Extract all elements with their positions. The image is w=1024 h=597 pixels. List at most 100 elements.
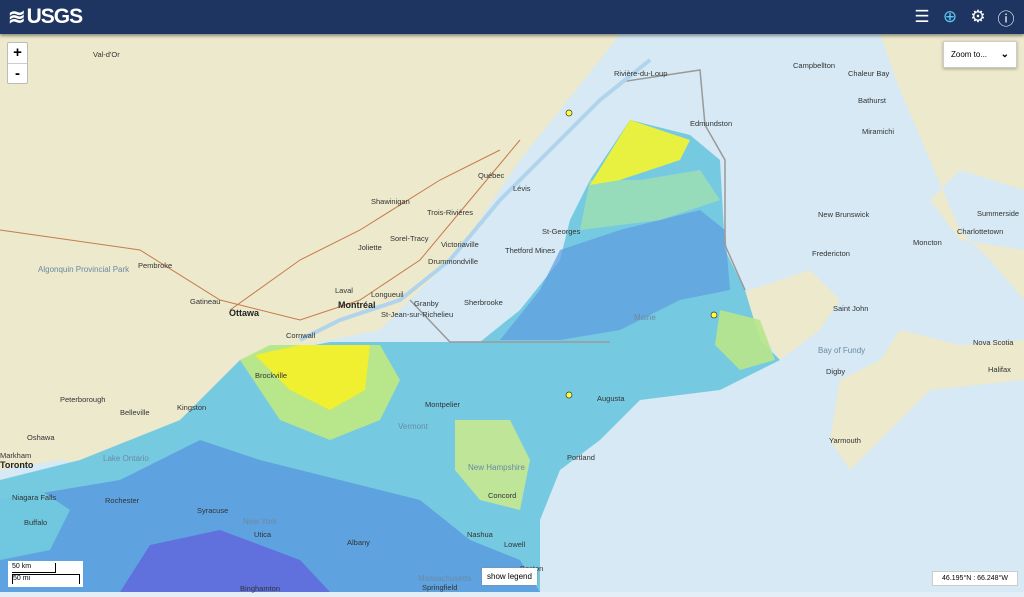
place-label: Thetford Mines [505,246,556,255]
help-icon[interactable]: ⓘ [997,9,1015,29]
place-label: Buffalo [24,518,48,527]
contour-cyan-buffalo [0,490,70,560]
station-marker[interactable] [565,109,573,117]
place-label: Syracuse [197,506,229,515]
place-label: Pembroke [138,261,173,270]
place-label: Gatineau [190,297,221,306]
place-label: Augusta [597,394,625,403]
station-marker[interactable] [565,391,573,399]
place-label: Sorel-Tracy [390,234,429,243]
contour-blue-maine [500,210,730,340]
place-label: Concord [488,491,517,500]
contour-green-north [580,170,720,230]
place-label: Val-d'Or [93,50,120,59]
contour-yellow-north [590,120,690,185]
place-label: Belleville [120,408,150,417]
zoom-in-button[interactable]: + [13,44,22,61]
place-label: Saint John [833,304,869,313]
contour-blue [0,440,540,592]
place-label: St-Jean-sur-Richelieu [381,310,454,319]
place-label: Sherbrooke [464,298,503,307]
place-label: Bathurst [858,96,886,105]
place-label: Victoriaville [441,240,479,249]
place-label: New Hampshire [468,463,525,472]
scale-bar: 50 km 50 mi [8,561,83,587]
place-label: Portland [567,453,595,462]
place-label: Peterborough [60,395,106,404]
chevron-down-icon: ⌄ [1000,49,1009,60]
place-label: Drummondville [428,257,479,266]
station-marker[interactable] [710,311,718,319]
place-label: Lowell [504,540,526,549]
usgs-logo[interactable]: ≋ USGS [8,5,83,29]
place-label: Montréal [338,300,376,310]
usgs-wave-icon: ≋ [8,5,26,29]
st-lawrence-river [299,58,652,342]
place-label: Digby [826,367,846,376]
gear-icon[interactable]: ⚙ [970,7,986,26]
place-label: Vermont [398,422,428,431]
place-label: Halifax [988,365,1011,374]
zoom-control: + - [7,42,28,84]
place-label: Granby [414,299,439,308]
list-icon[interactable]: ☰ [914,7,930,26]
place-label: St-Georges [542,227,581,236]
place-label: New Brunswick [818,210,870,219]
place-label: Oshawa [27,433,55,442]
land-nb-coast [720,270,840,360]
place-label: Yarmouth [829,436,861,445]
place-label: Maine [634,313,656,322]
place-label: Albany [347,538,370,547]
place-label: Nashua [467,530,493,539]
place-label: Markham [0,451,32,460]
place-label: Brockville [255,371,288,380]
place-label: Campbellton [793,61,836,70]
zoom-out-button[interactable]: - [8,63,27,83]
place-label: Miramichi [862,127,895,136]
place-label: Laval [335,286,353,295]
place-label: Rivière-du-Loup [614,69,668,78]
place-label: Rochester [105,496,140,505]
place-label: Ottawa [229,308,260,318]
place-label: Chaleur Bay [848,69,890,78]
place-label: Joliette [358,243,382,252]
place-label: Lake Ontario [103,454,149,463]
place-label: Moncton [913,238,942,247]
place-label: New York [243,517,277,526]
place-label: Trois-Rivières [427,208,473,217]
map-svg [0,34,1024,592]
place-label: Toronto [0,460,34,470]
place-label: Nova Scotia [973,338,1014,347]
place-label: Bay of Fundy [818,346,866,355]
contour-green-coast [715,310,775,370]
place-label: Massachusetts [418,574,472,583]
place-label: Lévis [513,184,531,193]
highways [0,139,521,321]
place-label: Niagara Falls [12,493,57,502]
place-label: Longueuil [371,290,404,299]
contour-purple [120,530,330,592]
borders [409,69,746,343]
place-label: Springfield [422,583,458,592]
land-north [0,34,1024,470]
place-label: Charlottetown [957,227,1004,236]
contour-yellow-adirondack [255,345,370,410]
place-label: Shawinigan [371,197,410,206]
contour-green-nh [455,420,530,510]
land-quebec-ontario [0,34,620,470]
place-label: Edmundston [690,119,733,128]
zoom-to-dropdown[interactable]: Zoom to... ⌄ [943,41,1017,68]
place-label: Utica [254,530,272,539]
place-label: Kingston [177,403,207,412]
place-label: Fredericton [812,249,850,258]
map-canvas[interactable]: Val-d'Or Rivière-du-Loup Campbellton Chaleu… [0,34,1024,593]
place-label: Cornwall [286,331,316,340]
place-label: Binghamton [240,584,281,593]
app-header: ≋ USGS ☰ ⊕ ⚙ ⓘ [0,0,1024,34]
show-legend-button[interactable]: show legend [482,568,537,585]
globe-icon[interactable]: ⊕ [942,7,958,26]
coordinate-readout: 46.195°N : 66.248°W [932,571,1018,586]
place-label: Algonquin Provincial Park [38,265,130,274]
place-label: Montpelier [425,400,461,409]
place-label: Summerside [977,209,1020,218]
